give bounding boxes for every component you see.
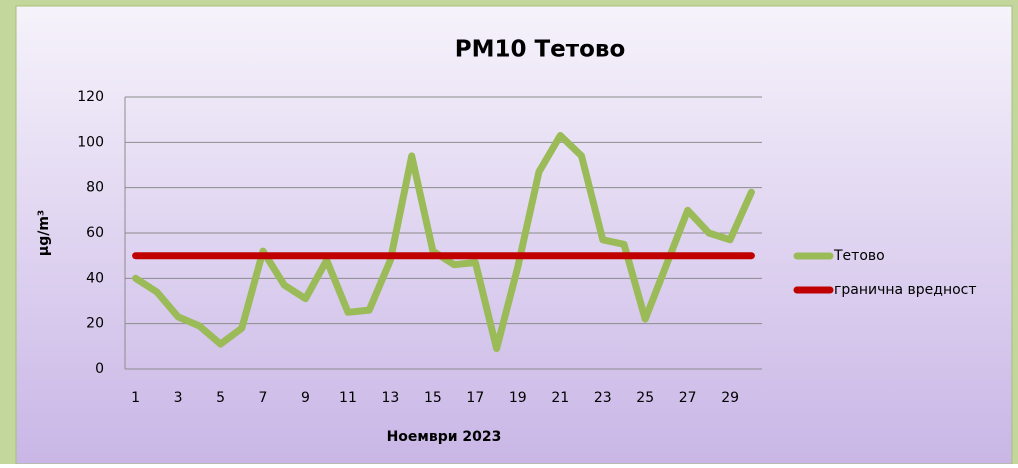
x-tick-label: 7: [259, 390, 268, 406]
x-tick-label: 15: [424, 390, 442, 406]
x-tick-label: 17: [466, 390, 484, 406]
chart-title: PM10 Тетово: [455, 37, 626, 63]
x-tick-label: 9: [301, 390, 310, 406]
y-tick-label: 60: [86, 225, 104, 241]
x-axis-title: Ноември 2023: [387, 429, 502, 445]
x-tick-label: 3: [174, 390, 183, 406]
y-tick-label: 40: [86, 270, 104, 286]
y-tick-label: 20: [86, 316, 104, 332]
y-tick-label: 120: [77, 89, 104, 105]
x-tick-label: 29: [721, 390, 739, 406]
x-tick-label: 21: [551, 390, 569, 406]
x-tick-label: 19: [509, 390, 527, 406]
y-tick-label: 80: [86, 180, 104, 196]
y-axis-title: μg/m³: [36, 210, 52, 256]
legend-label: гранична вредност: [834, 282, 977, 298]
chart-panel: [15, 5, 1013, 465]
x-tick-label: 5: [216, 390, 225, 406]
x-tick-label: 1: [131, 390, 140, 406]
y-tick-label: 100: [77, 134, 104, 150]
legend-label: Тетово: [833, 248, 885, 264]
x-tick-label: 11: [339, 390, 357, 406]
x-tick-label: 25: [636, 390, 654, 406]
x-tick-label: 13: [382, 390, 400, 406]
x-tick-label: 23: [594, 390, 612, 406]
x-tick-label: 27: [679, 390, 697, 406]
y-tick-label: 0: [95, 361, 104, 377]
